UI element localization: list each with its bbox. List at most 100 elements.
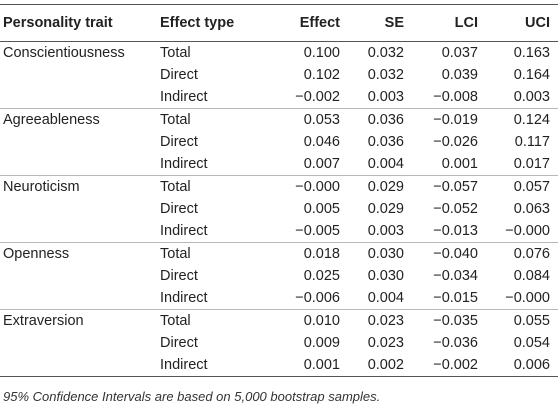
cell-uci: 0.017 [486, 153, 558, 176]
cell-effect: 0.005 [303, 201, 340, 217]
cell-se: 0.032 [367, 45, 404, 61]
cell-effect: 0.053 [303, 112, 340, 128]
table-row: Indirect 0.001 0.002 −0.002 0.006 [0, 354, 558, 377]
effects-table: Personality trait Effect type Effect SE … [0, 4, 558, 377]
cell-se: 0.023 [367, 335, 404, 351]
cell-trait [0, 287, 157, 310]
cell-effect: −0.005 [264, 220, 348, 243]
cell-lci: −0.015 [412, 287, 486, 310]
cell-lci: −0.013 [412, 220, 486, 243]
header-effect-type: Effect type [160, 15, 235, 31]
cell-type: Total [160, 313, 191, 329]
cell-se: 0.030 [367, 246, 404, 262]
table-footnote: 95% Confidence Intervals are based on 5,… [3, 389, 381, 404]
cell-lci: −0.002 [412, 354, 486, 377]
cell-uci: 0.055 [513, 313, 550, 329]
cell-effect: 0.018 [303, 246, 340, 262]
cell-type: Indirect [157, 153, 264, 176]
table-header: Personality trait Effect type Effect SE … [0, 4, 558, 42]
table-row: Conscientiousness Total 0.100 0.032 0.03… [0, 42, 558, 65]
cell-lci: −0.019 [433, 112, 478, 128]
cell-type: Direct [160, 201, 198, 217]
cell-lci: −0.052 [433, 201, 478, 217]
header-personality-trait: Personality trait [3, 15, 113, 31]
header-lci: LCI [454, 15, 478, 31]
header-row: Personality trait Effect type Effect SE … [0, 4, 558, 42]
cell-effect: 0.046 [303, 134, 340, 150]
cell-type: Direct [160, 268, 198, 284]
cell-uci: 0.006 [486, 354, 558, 377]
cell-effect: −0.000 [295, 179, 340, 195]
cell-trait: Extraversion [3, 313, 84, 329]
cell-se: 0.030 [367, 268, 404, 284]
cell-trait [0, 64, 157, 86]
cell-effect: 0.010 [303, 313, 340, 329]
cell-uci: 0.124 [513, 112, 550, 128]
table-row: Indirect −0.006 0.004 −0.015 −0.000 [0, 287, 558, 310]
cell-trait [0, 153, 157, 176]
cell-se: 0.003 [348, 220, 412, 243]
cell-trait: Agreeableness [3, 112, 100, 128]
cell-type: Indirect [157, 220, 264, 243]
cell-se: 0.023 [367, 313, 404, 329]
cell-uci: 0.003 [486, 86, 558, 109]
cell-trait [0, 265, 157, 287]
cell-uci: 0.057 [513, 179, 550, 195]
table-row: Openness Total 0.018 0.030 −0.040 0.076 [0, 243, 558, 266]
header-effect: Effect [299, 15, 340, 31]
cell-uci: −0.000 [486, 220, 558, 243]
cell-uci: 0.117 [514, 134, 550, 150]
cell-lci: −0.036 [433, 335, 478, 351]
cell-type: Total [160, 179, 191, 195]
cell-trait [0, 86, 157, 109]
table-row: Direct 0.046 0.036 −0.026 0.117 [0, 131, 558, 153]
cell-uci: 0.063 [513, 201, 550, 217]
table-row: Direct 0.005 0.029 −0.052 0.063 [0, 198, 558, 220]
cell-type: Total [160, 246, 191, 262]
cell-se: 0.004 [348, 153, 412, 176]
cell-uci: 0.163 [513, 45, 550, 61]
cell-trait: Openness [3, 246, 70, 262]
cell-trait [0, 332, 157, 354]
cell-type: Indirect [157, 354, 264, 377]
cell-type: Total [160, 45, 191, 61]
table-row: Indirect 0.007 0.004 0.001 0.017 [0, 153, 558, 176]
cell-lci: 0.001 [412, 153, 486, 176]
cell-trait [0, 131, 157, 153]
cell-effect: 0.102 [303, 67, 340, 83]
cell-se: 0.029 [367, 179, 404, 195]
table-row: Direct 0.025 0.030 −0.034 0.084 [0, 265, 558, 287]
cell-effect: 0.007 [264, 153, 348, 176]
cell-lci: 0.037 [441, 45, 478, 61]
cell-uci: 0.164 [513, 67, 550, 83]
cell-type: Direct [160, 335, 198, 351]
cell-se: 0.036 [367, 134, 404, 150]
cell-type: Indirect [157, 86, 264, 109]
cell-se: 0.036 [367, 112, 404, 128]
table-row: Direct 0.009 0.023 −0.036 0.054 [0, 332, 558, 354]
header-uci: UCI [525, 15, 550, 31]
header-se: SE [384, 15, 404, 31]
cell-effect: 0.001 [264, 354, 348, 377]
cell-type: Direct [160, 67, 198, 83]
table-row: Extraversion Total 0.010 0.023 −0.035 0.… [0, 310, 558, 333]
cell-type: Indirect [157, 287, 264, 310]
cell-lci: −0.040 [433, 246, 478, 262]
table-row: Direct 0.102 0.032 0.039 0.164 [0, 64, 558, 86]
cell-effect: 0.100 [303, 45, 340, 61]
cell-type: Direct [160, 134, 198, 150]
cell-uci: 0.076 [513, 246, 550, 262]
table-row: Indirect −0.002 0.003 −0.008 0.003 [0, 86, 558, 109]
cell-se: 0.032 [367, 67, 404, 83]
cell-se: 0.004 [348, 287, 412, 310]
cell-effect: 0.009 [303, 335, 340, 351]
cell-trait [0, 354, 157, 377]
cell-trait [0, 220, 157, 243]
cell-lci: −0.034 [433, 268, 478, 284]
table-row: Neuroticism Total −0.000 0.029 −0.057 0.… [0, 176, 558, 199]
cell-uci: −0.000 [486, 287, 558, 310]
cell-se: 0.002 [348, 354, 412, 377]
cell-uci: 0.084 [513, 268, 550, 284]
cell-effect: 0.025 [303, 268, 340, 284]
